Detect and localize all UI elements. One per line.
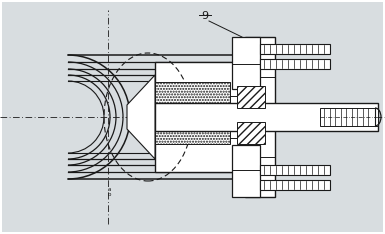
Bar [232,37,260,89]
Text: a
b: a b [107,186,111,197]
Bar [155,122,230,144]
Bar [260,59,330,69]
Bar [232,145,260,197]
Bar [245,37,275,197]
Bar [155,62,245,172]
Bar [237,122,265,144]
Bar [260,180,330,190]
Bar [260,44,330,54]
Text: 9: 9 [201,11,209,21]
Bar [237,86,265,108]
Bar [155,82,230,104]
Polygon shape [127,75,155,159]
Bar [320,108,378,126]
Bar [260,165,330,175]
Bar [155,103,378,131]
